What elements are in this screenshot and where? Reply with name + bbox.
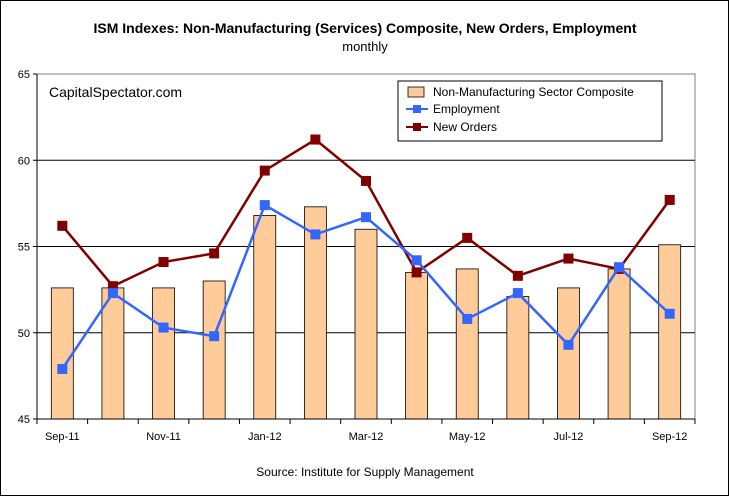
bar-composite	[405, 271, 429, 420]
bar-composite	[506, 296, 530, 420]
x-tick-label: Sep-12	[652, 431, 687, 443]
point-new-orders	[158, 257, 169, 268]
bar-composite	[455, 268, 479, 420]
legend-label-employment: Employment	[433, 102, 500, 116]
series-lines	[57, 134, 675, 374]
bar-composite	[101, 287, 125, 420]
y-tick-label: 45	[18, 414, 30, 426]
point-employment	[512, 288, 523, 299]
y-tick-label: 50	[18, 328, 30, 340]
bar-composite	[658, 244, 682, 420]
bars-composite	[50, 206, 682, 420]
point-new-orders	[57, 220, 68, 231]
source-note: Source: Institute for Supply Management	[256, 465, 474, 479]
point-new-orders	[462, 232, 473, 243]
legend-marker-employment	[413, 105, 421, 113]
legend-marker-new-orders	[413, 123, 421, 131]
x-tick-label: Mar-12	[349, 431, 384, 443]
x-tick-label: May-12	[449, 431, 486, 443]
legend: Non-Manufacturing Sector Composite Emplo…	[397, 80, 663, 142]
bar-composite	[202, 280, 226, 420]
point-employment	[563, 339, 574, 350]
bar-composite	[354, 228, 378, 420]
point-employment	[462, 313, 473, 324]
x-tick-label: Jan-12	[248, 431, 282, 443]
x-tick-label: Nov-11	[146, 431, 181, 443]
point-new-orders	[107, 281, 118, 292]
point-employment	[361, 212, 371, 223]
legend-label-composite: Non-Manufacturing Sector Composite	[433, 85, 634, 99]
point-new-orders	[512, 270, 523, 281]
point-employment	[310, 229, 321, 240]
point-new-orders	[259, 165, 270, 176]
y-tick-label: 55	[18, 242, 30, 254]
legend-box	[397, 80, 663, 142]
point-employment	[209, 331, 220, 342]
point-employment	[158, 322, 169, 333]
point-new-orders	[411, 267, 422, 278]
legend-label-new-orders: New Orders	[433, 120, 497, 134]
x-axis: Sep-11 Nov-11 Jan-12 Mar-12 May-12 Jul-12 Sep-…	[36, 418, 696, 443]
bar-composite	[253, 215, 277, 420]
point-new-orders	[361, 175, 371, 186]
point-employment	[664, 308, 675, 319]
point-employment	[57, 363, 68, 374]
legend-swatch-composite	[407, 86, 425, 98]
point-new-orders	[209, 248, 220, 259]
watermark: CapitalSpectator.com	[49, 84, 182, 100]
point-new-orders	[664, 194, 675, 205]
point-new-orders	[310, 134, 321, 145]
point-employment	[107, 288, 118, 299]
chart-title: ISM Indexes: Non-Manufacturing (Services…	[94, 20, 637, 36]
x-tick-label: Sep-11	[45, 431, 80, 443]
point-new-orders	[563, 253, 574, 264]
bar-composite	[607, 268, 631, 420]
y-tick-label: 65	[18, 69, 30, 81]
y-tick-label: 60	[18, 155, 30, 167]
bar-composite	[557, 287, 580, 420]
point-employment	[259, 200, 270, 211]
chart-subtitle: monthly	[342, 39, 388, 54]
bar-composite	[50, 287, 74, 420]
point-employment	[411, 255, 422, 266]
x-tick-label: Jul-12	[553, 431, 583, 443]
point-employment	[614, 262, 625, 273]
bar-composite	[152, 287, 175, 420]
y-axis: 45 50 55 60 65	[18, 69, 38, 426]
